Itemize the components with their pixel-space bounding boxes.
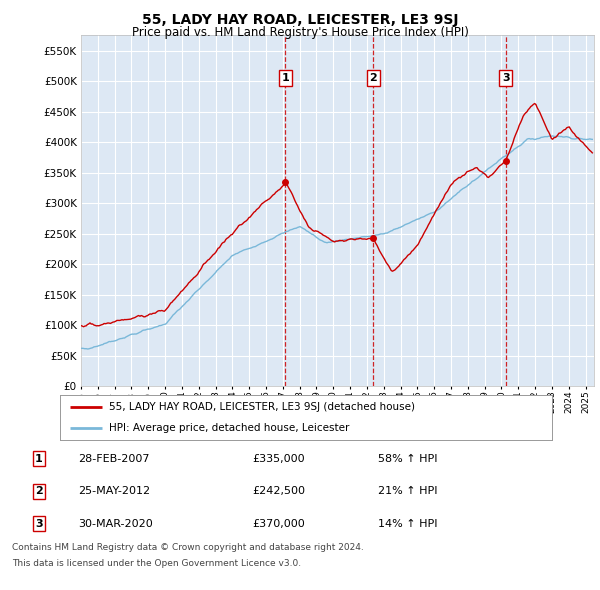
Text: 1: 1 bbox=[35, 454, 43, 464]
Text: 3: 3 bbox=[35, 519, 43, 529]
Text: 1: 1 bbox=[281, 73, 289, 83]
Text: Price paid vs. HM Land Registry's House Price Index (HPI): Price paid vs. HM Land Registry's House … bbox=[131, 26, 469, 39]
Text: 25-MAY-2012: 25-MAY-2012 bbox=[78, 486, 150, 496]
Text: HPI: Average price, detached house, Leicester: HPI: Average price, detached house, Leic… bbox=[109, 422, 350, 432]
Text: 14% ↑ HPI: 14% ↑ HPI bbox=[378, 519, 437, 529]
Text: 2: 2 bbox=[370, 73, 377, 83]
Text: 28-FEB-2007: 28-FEB-2007 bbox=[78, 454, 149, 464]
Text: £242,500: £242,500 bbox=[252, 486, 305, 496]
Text: 2: 2 bbox=[35, 486, 43, 496]
Text: £370,000: £370,000 bbox=[252, 519, 305, 529]
Text: 21% ↑ HPI: 21% ↑ HPI bbox=[378, 486, 437, 496]
Text: £335,000: £335,000 bbox=[252, 454, 305, 464]
Text: This data is licensed under the Open Government Licence v3.0.: This data is licensed under the Open Gov… bbox=[12, 559, 301, 568]
Text: 55, LADY HAY ROAD, LEICESTER, LE3 9SJ (detached house): 55, LADY HAY ROAD, LEICESTER, LE3 9SJ (d… bbox=[109, 402, 415, 412]
Text: 58% ↑ HPI: 58% ↑ HPI bbox=[378, 454, 437, 464]
Text: 30-MAR-2020: 30-MAR-2020 bbox=[78, 519, 153, 529]
Text: Contains HM Land Registry data © Crown copyright and database right 2024.: Contains HM Land Registry data © Crown c… bbox=[12, 543, 364, 552]
Text: 3: 3 bbox=[502, 73, 509, 83]
Text: 55, LADY HAY ROAD, LEICESTER, LE3 9SJ: 55, LADY HAY ROAD, LEICESTER, LE3 9SJ bbox=[142, 13, 458, 27]
